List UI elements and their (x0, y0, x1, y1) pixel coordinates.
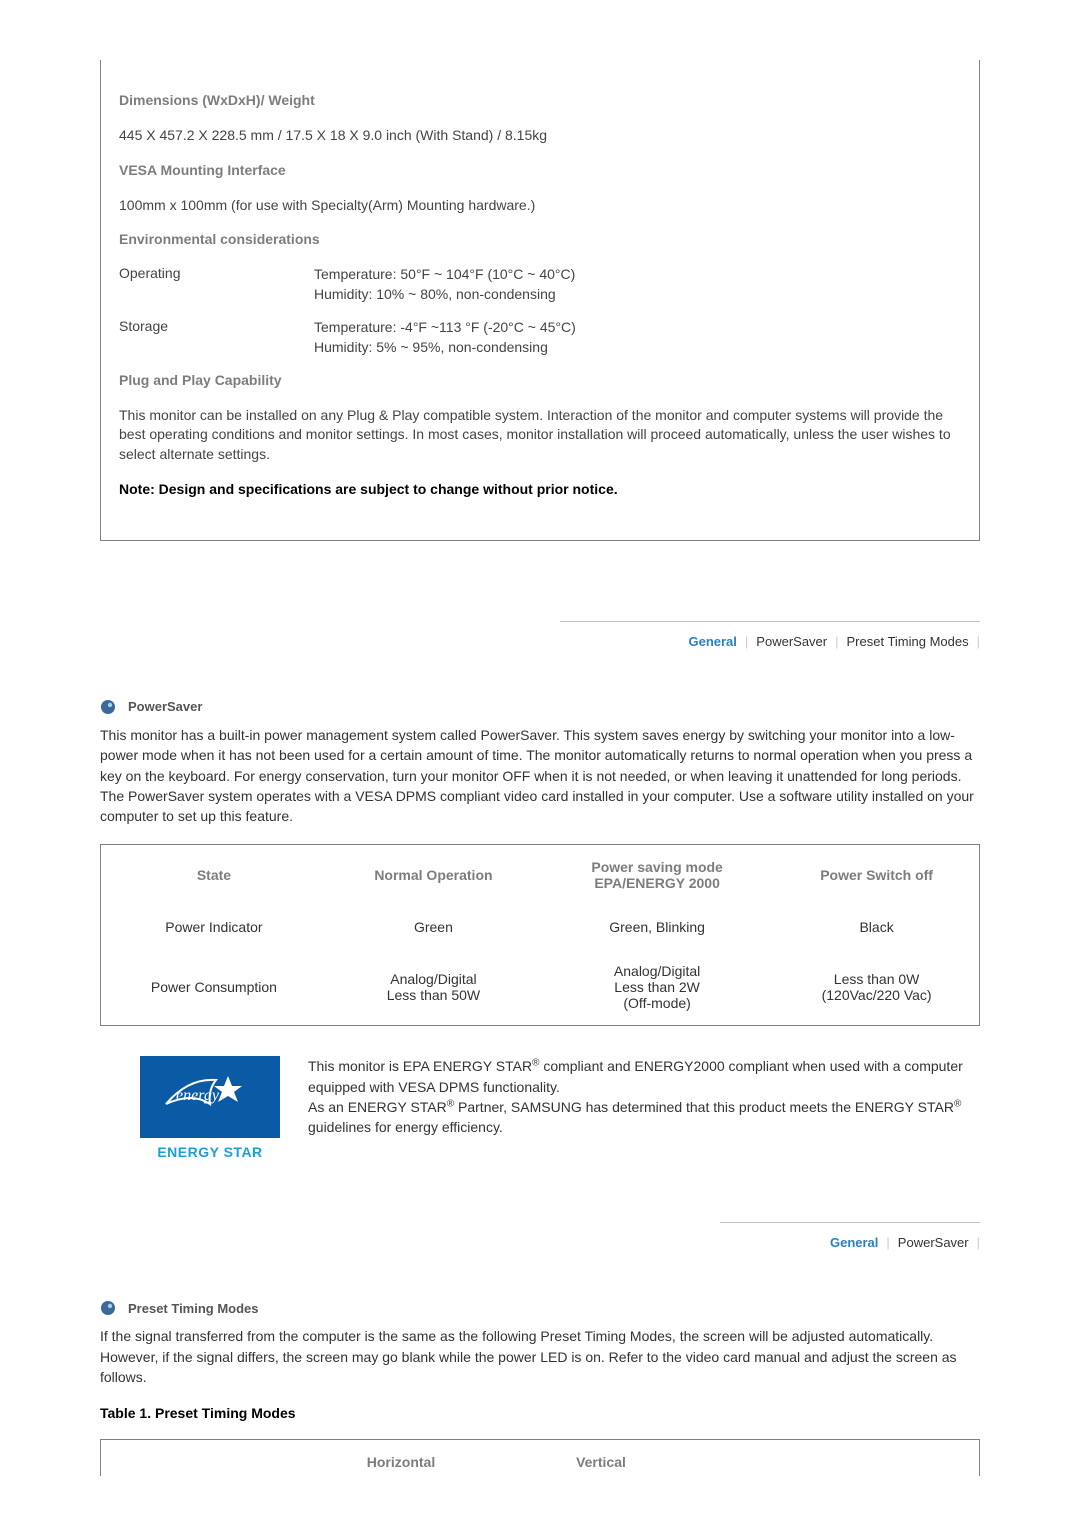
preset-table-title: Table 1. Preset Timing Modes (100, 1405, 980, 1421)
preset-paragraph: If the signal transferred from the compu… (100, 1326, 980, 1387)
table-header: State (101, 845, 327, 906)
bullet-icon (100, 699, 116, 715)
pnp-header: Plug and Play Capability (119, 372, 961, 388)
preset-col-vertical: Vertical (501, 1454, 701, 1470)
env-storage-label: Storage (119, 318, 314, 357)
bullet-icon (100, 1300, 116, 1316)
powersaver-table: State Normal Operation Power saving mode… (100, 844, 980, 1026)
energy-text-1a: This monitor is EPA ENERGY STAR (308, 1058, 532, 1074)
table-cell: Green, Blinking (540, 905, 774, 949)
env-storage-value: Temperature: -4°F ~113 °F (-20°C ~ 45°C)… (314, 318, 961, 357)
energy-star-text: This monitor is EPA ENERGY STAR® complia… (308, 1056, 980, 1137)
env-header: Environmental considerations (119, 231, 961, 247)
spec-note: Note: Design and specifications are subj… (119, 480, 961, 500)
env-storage-row: Storage Temperature: -4°F ~113 °F (-20°C… (119, 318, 961, 357)
energy-text-2b: Partner, SAMSUNG has determined that thi… (454, 1099, 954, 1115)
table-cell: Analog/Digital Less than 50W (327, 949, 540, 1026)
energy-star-logo: energy ENERGY STAR (140, 1056, 280, 1166)
powersaver-paragraph: This monitor has a built-in power manage… (100, 725, 980, 826)
nav-preset-link[interactable]: Preset Timing Modes (847, 634, 969, 649)
vesa-header: VESA Mounting Interface (119, 162, 961, 178)
powersaver-heading-row: PowerSaver (100, 699, 980, 715)
env-operating-value: Temperature: 50°F ~ 104°F (10°C ~ 40°C) … (314, 265, 961, 304)
dimensions-header: Dimensions (WxDxH)/ Weight (119, 92, 961, 108)
section-nav: General | PowerSaver | Preset Timing Mod… (560, 621, 980, 649)
nav-powersaver-link[interactable]: PowerSaver (756, 634, 827, 649)
table-header: Power Switch off (774, 845, 979, 906)
nav-general-link[interactable]: General (830, 1235, 878, 1250)
table-header-row: State Normal Operation Power saving mode… (101, 845, 980, 906)
table-cell: Power Consumption (101, 949, 327, 1026)
nav-general-link[interactable]: General (688, 634, 736, 649)
nav-separator: | (886, 1235, 889, 1250)
nav-separator: | (835, 634, 838, 649)
preset-table-header: Horizontal Vertical (100, 1439, 980, 1476)
powersaver-title: PowerSaver (128, 699, 202, 714)
table-header: Normal Operation (327, 845, 540, 906)
preset-heading-row: Preset Timing Modes (100, 1300, 980, 1316)
preset-title: Preset Timing Modes (128, 1301, 259, 1316)
pnp-text: This monitor can be installed on any Plu… (119, 406, 961, 465)
energy-text-2a: As an ENERGY STAR (308, 1099, 447, 1115)
nav-separator: | (977, 1235, 980, 1250)
table-cell: Less than 0W (120Vac/220 Vac) (774, 949, 979, 1026)
table-cell: Black (774, 905, 979, 949)
table-cell: Green (327, 905, 540, 949)
table-row: Power Indicator Green Green, Blinking Bl… (101, 905, 980, 949)
nav-separator: | (745, 634, 748, 649)
energy-text-2c: guidelines for energy efficiency. (308, 1119, 503, 1135)
table-cell: Power Indicator (101, 905, 327, 949)
svg-text:energy: energy (176, 1087, 220, 1104)
energy-star-row: energy ENERGY STAR This monitor is EPA E… (140, 1056, 980, 1166)
table-header: Power saving mode EPA/ENERGY 2000 (540, 845, 774, 906)
spec-box: Dimensions (WxDxH)/ Weight 445 X 457.2 X… (100, 60, 980, 541)
preset-col-horizontal: Horizontal (301, 1454, 501, 1470)
vesa-value: 100mm x 100mm (for use with Specialty(Ar… (119, 196, 961, 216)
table-row: Power Consumption Analog/Digital Less th… (101, 949, 980, 1026)
nav-separator: | (977, 634, 980, 649)
section-nav: General | PowerSaver | (720, 1222, 980, 1250)
env-operating-row: Operating Temperature: 50°F ~ 104°F (10°… (119, 265, 961, 304)
preset-col-blank (101, 1454, 301, 1470)
env-operating-label: Operating (119, 265, 314, 304)
nav-powersaver-link[interactable]: PowerSaver (898, 1235, 969, 1250)
table-cell: Analog/Digital Less than 2W (Off-mode) (540, 949, 774, 1026)
dimensions-value: 445 X 457.2 X 228.5 mm / 17.5 X 18 X 9.0… (119, 126, 961, 146)
energy-star-label: ENERGY STAR (140, 1136, 280, 1166)
